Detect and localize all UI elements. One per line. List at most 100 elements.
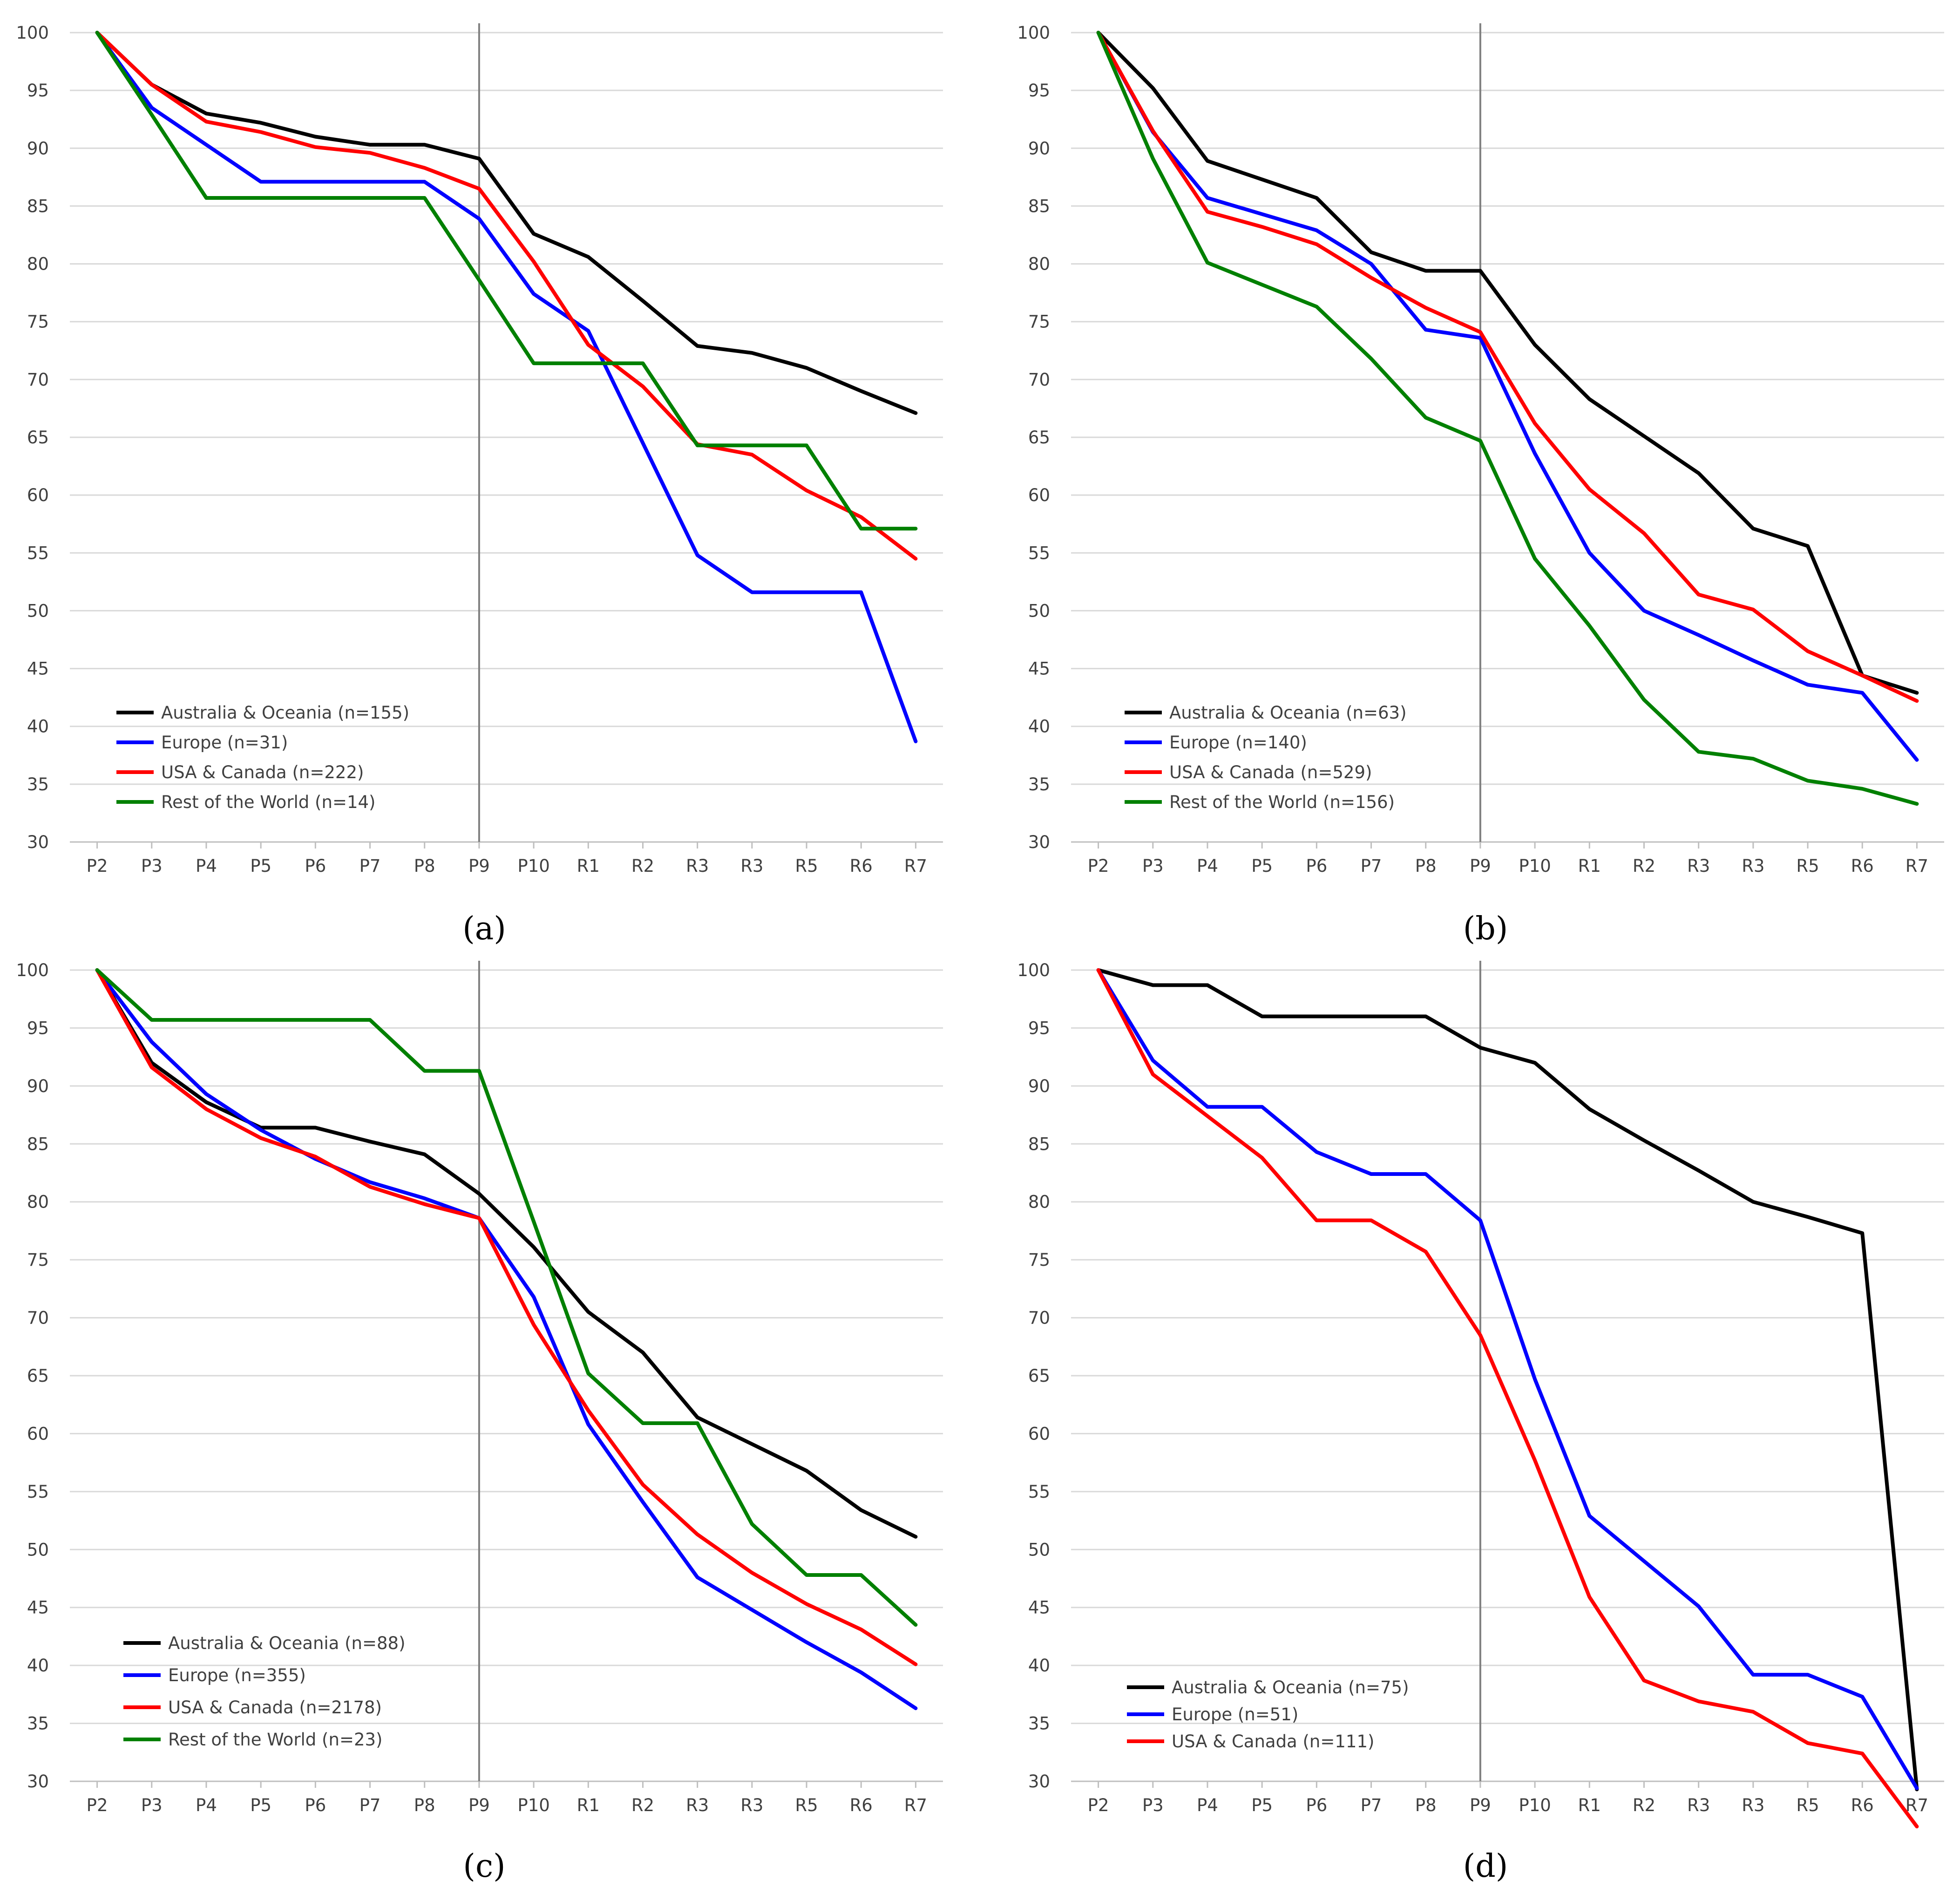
y-tick-label: 70 <box>27 1308 49 1328</box>
y-tick-label: 35 <box>1028 1714 1050 1734</box>
series-line-usa-canada <box>95 31 918 561</box>
legend-entry: Europe (n=51) <box>1172 1704 1298 1724</box>
x-tick-label: R1 <box>577 1795 600 1815</box>
series-line-rest-of-the-world <box>1096 31 1919 806</box>
chart-panel-b: 30 35 40 45 50 55 60 65 70 75 80 85 90 95 100 P2 P3 P4 P5 P… <box>1017 23 1944 947</box>
x-tick-label: R1 <box>1578 856 1601 876</box>
y-tick-label: 35 <box>27 1714 49 1734</box>
y-tick-label: 95 <box>27 1018 49 1038</box>
x-tick-label: P3 <box>1142 1795 1164 1815</box>
x-tick-label: R3 <box>740 856 763 876</box>
x-tick-label: P9 <box>1470 1795 1491 1815</box>
series-line-europe <box>95 31 918 743</box>
y-tick-label: 60 <box>1028 485 1050 505</box>
x-tick-label: R2 <box>1633 1795 1655 1815</box>
x-tick-label: P6 <box>305 1795 326 1815</box>
legend: Australia & Oceania (n=63) Europe (n=140)… <box>1125 703 1407 812</box>
series-line-rest-of-the-world <box>95 31 918 531</box>
legend-entry: Rest of the World (n=156) <box>1169 792 1395 812</box>
x-tick-label: R5 <box>795 1795 818 1815</box>
x-tick-label: R2 <box>1633 856 1655 876</box>
y-tick-label: 65 <box>27 1366 49 1386</box>
y-tick-label: 60 <box>27 1424 49 1444</box>
y-tick-label: 55 <box>1028 543 1050 563</box>
y-tick-label: 75 <box>1028 1250 1050 1270</box>
series-line-australia-oceania <box>95 31 918 415</box>
x-tick-label: R3 <box>1687 856 1710 876</box>
panel-label: (b) <box>1463 910 1508 947</box>
series-line-europe <box>1096 31 1919 762</box>
y-tick-label: 80 <box>1028 1192 1050 1212</box>
x-tick-label: P3 <box>141 856 163 876</box>
series-line-europe <box>1096 968 1919 1790</box>
series-line-australia-oceania <box>95 968 918 1539</box>
x-tick-label: P2 <box>1088 1795 1109 1815</box>
y-tick-label: 30 <box>27 1772 49 1792</box>
chart-panel-c: 30 35 40 45 50 55 60 65 70 75 80 85 90 95 100 P2 P3 P4 P5 P… <box>16 960 943 1885</box>
x-tick-label: P4 <box>196 856 217 876</box>
legend-entry: USA & Canada (n=529) <box>1169 762 1372 782</box>
panel-label: (a) <box>462 910 506 947</box>
y-tick-label: 60 <box>1028 1424 1050 1444</box>
x-tick-label: P10 <box>517 1795 549 1815</box>
x-tick-label: R6 <box>1851 1795 1874 1815</box>
x-tick-label: R7 <box>904 1795 927 1815</box>
y-tick-label: 40 <box>1028 717 1050 737</box>
y-tick-label: 45 <box>1028 1598 1050 1618</box>
x-tick-label: P6 <box>1306 1795 1327 1815</box>
y-tick-label: 85 <box>1028 1134 1050 1154</box>
y-tick-label: 85 <box>27 1134 49 1154</box>
legend-entry: Australia & Oceania (n=155) <box>161 703 409 723</box>
legend: Australia & Oceania (n=75) Europe (n=51) U… <box>1127 1677 1409 1752</box>
x-tick-label: R3 <box>686 1795 709 1815</box>
x-tick-label: P7 <box>1361 1795 1382 1815</box>
x-tick-label: P8 <box>1415 1795 1437 1815</box>
x-tick-label: R2 <box>631 856 654 876</box>
y-tick-label: 70 <box>27 370 49 390</box>
y-tick-label: 35 <box>1028 774 1050 794</box>
y-tick-label: 65 <box>1028 428 1050 448</box>
x-tick-label: P7 <box>359 1795 381 1815</box>
x-tick-label: R7 <box>904 856 927 876</box>
x-tick-label: P2 <box>87 856 108 876</box>
x-tick-label: P10 <box>1519 856 1551 876</box>
x-tick-label: R6 <box>1851 856 1874 876</box>
x-tick-label: P4 <box>196 1795 217 1815</box>
x-tick-label: P10 <box>517 856 549 876</box>
x-tick-label: P4 <box>1197 856 1218 876</box>
y-tick-label: 100 <box>16 960 49 980</box>
y-tick-label: 40 <box>1028 1656 1050 1676</box>
legend-entry: USA & Canada (n=222) <box>161 762 364 782</box>
x-tick-label: R6 <box>850 1795 873 1815</box>
y-tick-label: 95 <box>1028 1018 1050 1038</box>
y-tick-label: 40 <box>27 717 49 737</box>
x-tick-label: R3 <box>1687 1795 1710 1815</box>
legend-entry: Europe (n=140) <box>1169 733 1307 753</box>
y-tick-label: 90 <box>27 138 49 158</box>
x-tick-label: R3 <box>740 1795 763 1815</box>
y-tick-label: 45 <box>1028 659 1050 679</box>
series-line-usa-canada <box>1096 31 1919 703</box>
x-tick-label: P5 <box>1251 856 1273 876</box>
y-tick-label: 60 <box>27 485 49 505</box>
y-tick-label: 90 <box>1028 1076 1050 1096</box>
y-tick-label: 30 <box>1028 1772 1050 1792</box>
series-line-rest-of-the-world <box>95 968 918 1627</box>
y-tick-label: 65 <box>27 428 49 448</box>
y-tick-label: 80 <box>27 254 49 274</box>
x-tick-label: P5 <box>250 856 271 876</box>
panel-label: (d) <box>1463 1848 1508 1885</box>
legend-entry: Australia & Oceania (n=63) <box>1169 703 1407 723</box>
y-tick-label: 40 <box>27 1656 49 1676</box>
x-tick-label: R3 <box>1742 1795 1764 1815</box>
legend-entry: Europe (n=355) <box>168 1665 306 1685</box>
legend-entry: Europe (n=31) <box>161 733 288 753</box>
legend-entry: USA & Canada (n=2178) <box>168 1697 382 1718</box>
y-tick-label: 85 <box>1028 196 1050 216</box>
legend-entry: Rest of the World (n=14) <box>161 792 375 812</box>
y-tick-label: 100 <box>1017 23 1050 43</box>
series-line-australia-oceania <box>1096 968 1919 1792</box>
x-tick-label: P9 <box>468 1795 490 1815</box>
legend-entry: Australia & Oceania (n=75) <box>1172 1677 1409 1697</box>
